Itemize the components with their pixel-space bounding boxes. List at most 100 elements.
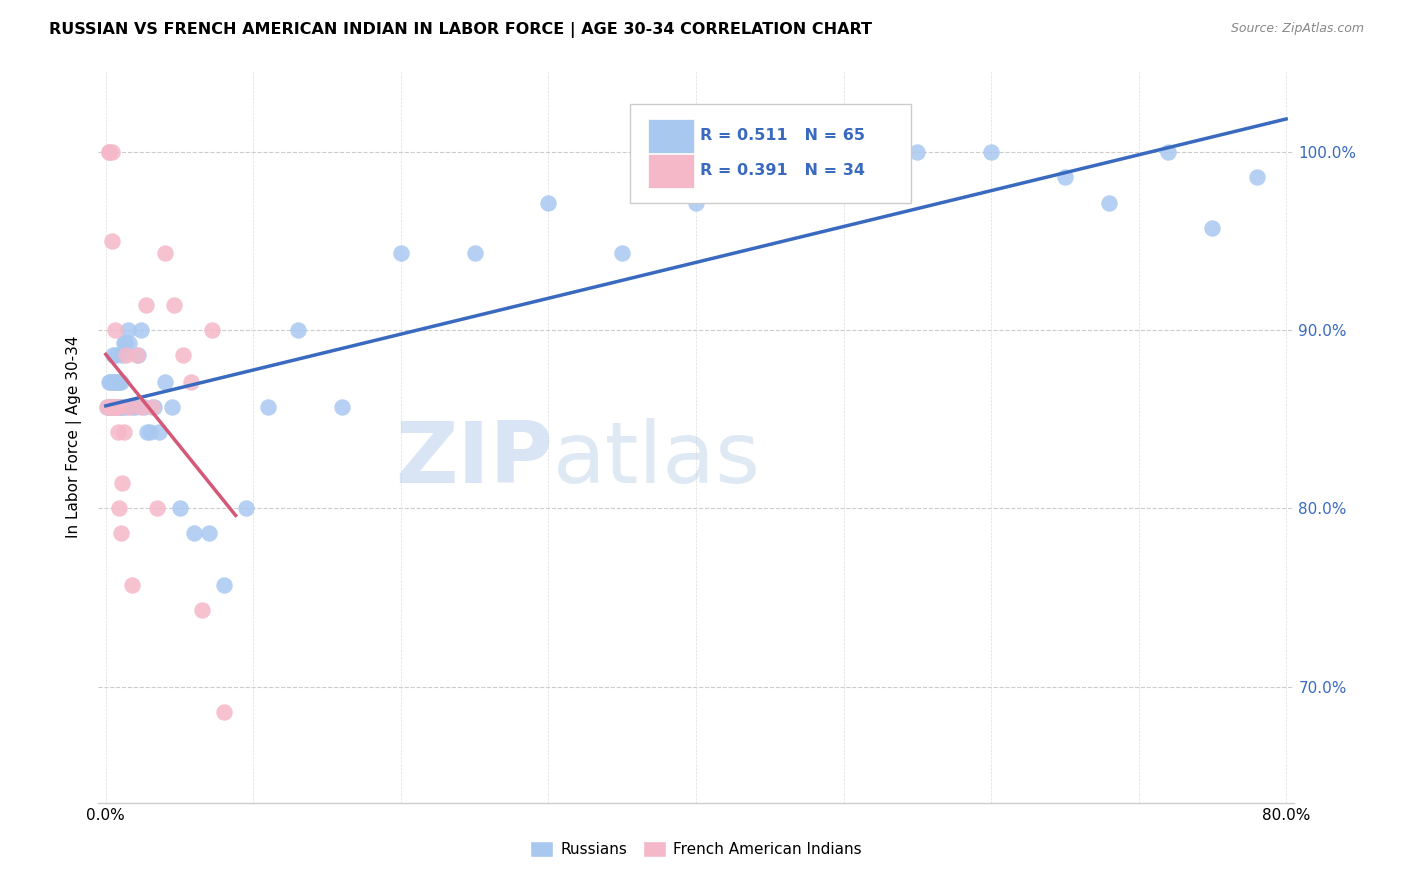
Point xyxy=(464,246,486,260)
Point xyxy=(143,400,166,414)
Point xyxy=(139,425,162,439)
Point xyxy=(160,400,183,414)
Point xyxy=(612,246,634,260)
Text: Source: ZipAtlas.com: Source: ZipAtlas.com xyxy=(1230,22,1364,36)
Point xyxy=(105,375,128,389)
Point xyxy=(107,375,129,389)
Point xyxy=(980,145,1002,159)
Point xyxy=(141,400,163,414)
Y-axis label: In Labor Force | Age 30-34: In Labor Force | Age 30-34 xyxy=(66,335,83,539)
FancyBboxPatch shape xyxy=(648,119,693,153)
Point xyxy=(287,323,309,337)
Point xyxy=(148,425,170,439)
Point xyxy=(105,400,128,414)
Point xyxy=(1098,196,1121,211)
Point xyxy=(1201,221,1223,235)
Point xyxy=(121,578,143,592)
Point xyxy=(111,400,134,414)
Point xyxy=(97,145,120,159)
Point xyxy=(112,335,135,350)
Point xyxy=(153,246,176,260)
Point xyxy=(118,335,141,350)
Point xyxy=(104,400,127,414)
Point xyxy=(104,375,127,389)
Point xyxy=(330,400,353,414)
Point xyxy=(98,375,121,389)
Point xyxy=(389,246,412,260)
Point xyxy=(111,476,134,491)
Point xyxy=(98,400,121,414)
Point xyxy=(134,400,156,414)
Legend: Russians, French American Indians: Russians, French American Indians xyxy=(530,841,862,857)
Text: RUSSIAN VS FRENCH AMERICAN INDIAN IN LABOR FORCE | AGE 30-34 CORRELATION CHART: RUSSIAN VS FRENCH AMERICAN INDIAN IN LAB… xyxy=(49,22,872,38)
Point xyxy=(172,348,194,362)
Point xyxy=(98,400,121,414)
Point xyxy=(101,375,124,389)
Point xyxy=(129,400,152,414)
Point xyxy=(111,348,134,362)
Point xyxy=(97,145,120,159)
Point xyxy=(107,400,129,414)
Point xyxy=(115,348,138,362)
Point xyxy=(97,400,120,414)
Point xyxy=(97,375,120,389)
Point xyxy=(100,234,122,248)
Point xyxy=(107,400,129,414)
Point xyxy=(101,400,124,414)
Point xyxy=(104,400,127,414)
Point xyxy=(198,526,221,541)
Point xyxy=(110,526,132,541)
Point xyxy=(110,400,132,414)
Point xyxy=(104,400,127,414)
Point xyxy=(183,526,205,541)
Point xyxy=(104,323,127,337)
Point xyxy=(100,145,122,159)
Point xyxy=(905,145,928,159)
Text: atlas: atlas xyxy=(553,417,761,500)
Point xyxy=(1053,169,1076,184)
Point xyxy=(169,501,191,516)
Point xyxy=(110,375,132,389)
Point xyxy=(124,400,146,414)
Point xyxy=(153,375,176,389)
Point xyxy=(201,323,224,337)
Point xyxy=(107,425,129,439)
Point xyxy=(101,400,124,414)
Point xyxy=(117,323,139,337)
Point xyxy=(107,400,129,414)
Point xyxy=(108,400,131,414)
Text: R = 0.511   N = 65: R = 0.511 N = 65 xyxy=(700,128,865,144)
Point xyxy=(190,603,212,617)
Point xyxy=(96,400,118,414)
Point xyxy=(1157,145,1180,159)
Point xyxy=(212,578,235,592)
Point xyxy=(118,400,141,414)
FancyBboxPatch shape xyxy=(648,154,693,187)
Point xyxy=(180,375,202,389)
Point xyxy=(105,400,128,414)
Point xyxy=(832,169,855,184)
Point xyxy=(163,298,186,312)
Point xyxy=(101,400,124,414)
Point xyxy=(98,400,121,414)
Point xyxy=(685,196,707,211)
Point xyxy=(129,323,152,337)
Point xyxy=(108,375,131,389)
Point xyxy=(125,348,148,362)
Point xyxy=(235,501,257,516)
Point xyxy=(100,400,122,414)
Point xyxy=(96,400,118,414)
Point xyxy=(114,335,136,350)
Point xyxy=(1246,169,1268,184)
Point xyxy=(108,501,131,516)
Point xyxy=(105,400,128,414)
FancyBboxPatch shape xyxy=(630,104,911,203)
Point xyxy=(135,298,157,312)
Point xyxy=(100,375,122,389)
Point xyxy=(136,425,159,439)
Point xyxy=(146,501,169,516)
Point xyxy=(100,400,122,414)
Point xyxy=(758,169,780,184)
Point xyxy=(121,400,143,414)
Point xyxy=(101,348,124,362)
